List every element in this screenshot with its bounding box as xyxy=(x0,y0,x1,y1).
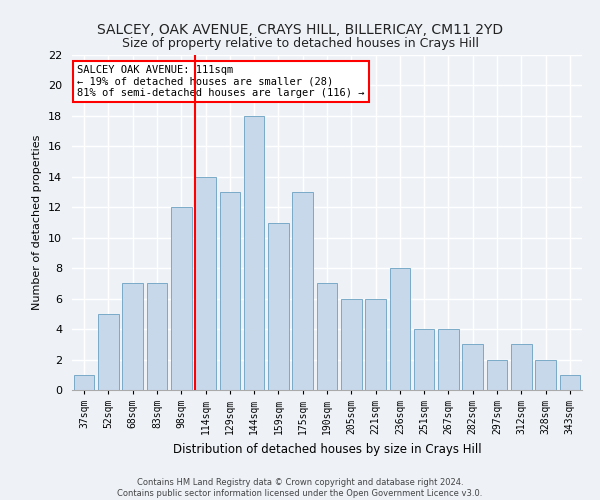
X-axis label: Distribution of detached houses by size in Crays Hill: Distribution of detached houses by size … xyxy=(173,442,481,456)
Bar xyxy=(220,192,240,390)
Bar xyxy=(244,116,265,390)
Text: Size of property relative to detached houses in Crays Hill: Size of property relative to detached ho… xyxy=(121,38,479,51)
Bar xyxy=(463,344,483,390)
Bar xyxy=(560,375,580,390)
Text: SALCEY, OAK AVENUE, CRAYS HILL, BILLERICAY, CM11 2YD: SALCEY, OAK AVENUE, CRAYS HILL, BILLERIC… xyxy=(97,22,503,36)
Bar xyxy=(74,375,94,390)
Bar xyxy=(341,298,362,390)
Bar xyxy=(487,360,508,390)
Text: Contains HM Land Registry data © Crown copyright and database right 2024.
Contai: Contains HM Land Registry data © Crown c… xyxy=(118,478,482,498)
Bar xyxy=(414,329,434,390)
Bar xyxy=(122,284,143,390)
Bar xyxy=(268,222,289,390)
Bar xyxy=(171,208,191,390)
Bar xyxy=(511,344,532,390)
Y-axis label: Number of detached properties: Number of detached properties xyxy=(32,135,43,310)
Bar xyxy=(195,177,216,390)
Bar xyxy=(438,329,459,390)
Bar xyxy=(98,314,119,390)
Bar xyxy=(389,268,410,390)
Bar xyxy=(317,284,337,390)
Bar xyxy=(146,284,167,390)
Text: SALCEY OAK AVENUE: 111sqm
← 19% of detached houses are smaller (28)
81% of semi-: SALCEY OAK AVENUE: 111sqm ← 19% of detac… xyxy=(77,65,365,98)
Bar xyxy=(292,192,313,390)
Bar xyxy=(365,298,386,390)
Bar xyxy=(535,360,556,390)
